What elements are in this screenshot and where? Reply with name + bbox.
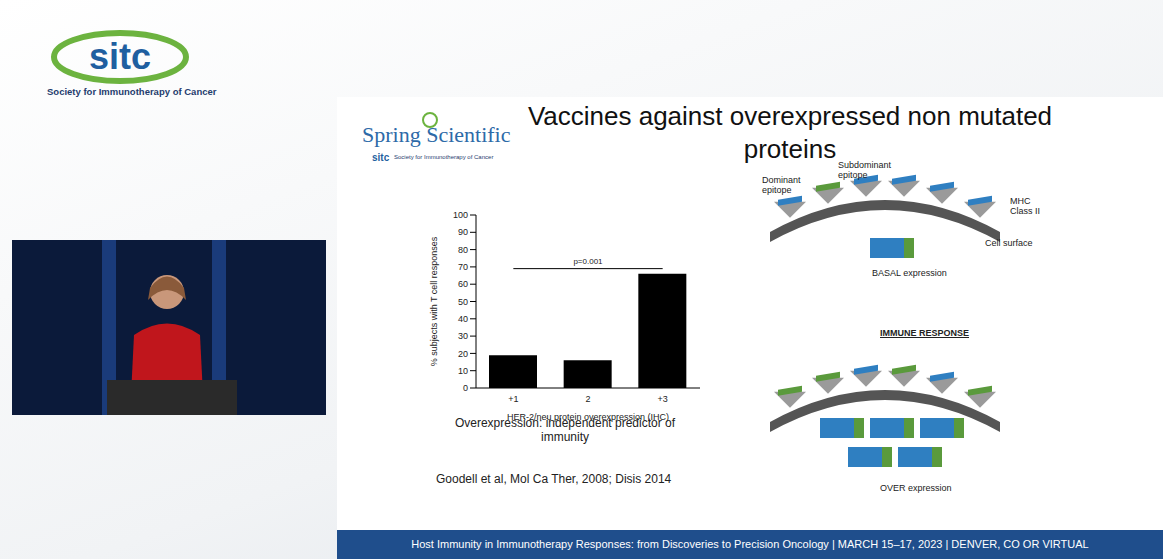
svg-text:sitc: sitc	[89, 36, 151, 77]
svg-text:10: 10	[458, 366, 468, 376]
svg-text:2: 2	[585, 394, 590, 404]
svg-text:90: 90	[458, 227, 468, 237]
svg-text:40: 40	[458, 314, 468, 324]
svg-text:% subjects with T cell respons: % subjects with T cell responses	[429, 236, 439, 366]
html-text:Overexpression: independent pr: Overexpression: independent predictor of…	[454, 416, 676, 444]
html-text:BASAL expression: BASAL expression	[872, 268, 947, 278]
html-text:sitc: sitc	[372, 152, 390, 163]
svg-text:60: 60	[458, 279, 468, 289]
html-text:Spring Scientific: Spring Scientific	[362, 122, 511, 147]
svg-text:p=0.001: p=0.001	[573, 257, 603, 266]
html-text:Host Immunity in Immunotherapy: Host Immunity in Immunotherapy Responses…	[411, 538, 1089, 550]
html-text:MHC Class II: MHC Class II	[1010, 196, 1040, 216]
html-text:OVER expression: OVER expression	[880, 483, 952, 493]
svg-text:0: 0	[463, 383, 468, 393]
svg-text:70: 70	[458, 262, 468, 272]
svg-text:50: 50	[458, 297, 468, 307]
svg-text:30: 30	[458, 331, 468, 341]
svg-text:+3: +3	[658, 394, 668, 404]
html-text:Vaccines against overexpressed: Vaccines against overexpressed non mutat…	[527, 101, 1053, 164]
html-text:Goodell et al, Mol Ca Ther, 20: Goodell et al, Mol Ca Ther, 2008; Disis …	[436, 472, 672, 486]
svg-text:+1: +1	[508, 394, 518, 404]
html-text:Society for Immunotherapy of C: Society for Immunotherapy of Cancer	[47, 86, 217, 97]
html-text:Subdominant epitope: Subdominant epitope	[838, 160, 891, 180]
svg-text:20: 20	[458, 349, 468, 359]
html-text:Dominant epitope: Dominant epitope	[762, 175, 801, 195]
html-text:Society for Immunotherapy of C: Society for Immunotherapy of Cancer	[394, 154, 494, 160]
html-text:IMMUNE RESPONSE: IMMUNE RESPONSE	[880, 328, 969, 338]
html-text:Cell surface: Cell surface	[985, 238, 1033, 248]
svg-text:100: 100	[453, 210, 468, 220]
svg-text:80: 80	[458, 245, 468, 255]
